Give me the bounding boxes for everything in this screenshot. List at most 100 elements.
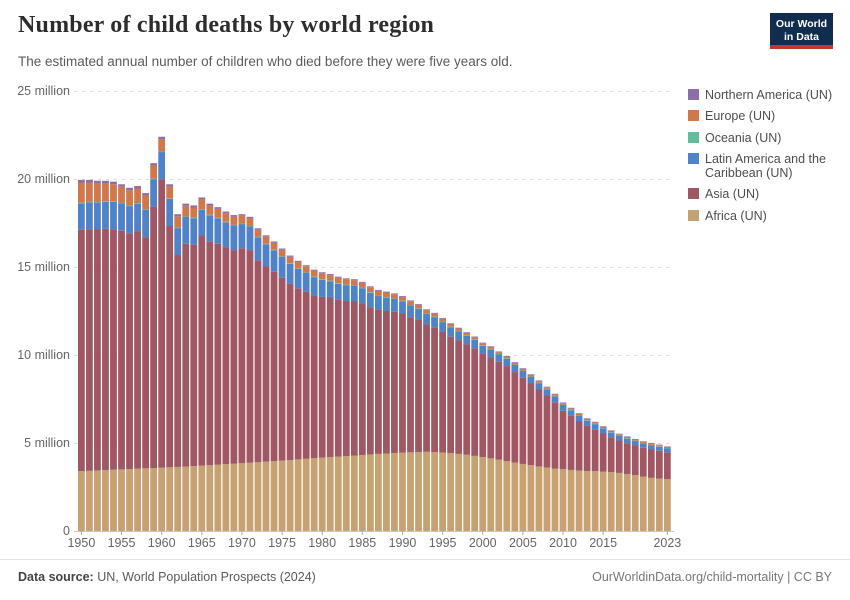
bar-segment[interactable]: 1983 — Asia (UN): 8.81 million <box>342 300 350 457</box>
bar-segment[interactable]: 1951 — Latin America and the Caribbean (… <box>86 202 93 230</box>
bar-segment[interactable]: 1986 — Northern America (UN): 0.05 milli… <box>366 286 374 288</box>
bar-segment[interactable]: 2016 — Europe (UN): 0.07 million <box>607 430 615 433</box>
bar-segment[interactable]: 1968 — Latin America and the Caribbean (… <box>222 222 230 248</box>
bar-segment[interactable]: 2003 — Northern America (UN): 0.038 mill… <box>503 355 511 357</box>
bar-segment[interactable]: 1987 — Oceania (UN): 0.03 million <box>375 295 382 297</box>
bar-segment[interactable]: 1965 — Latin America and the Caribbean (… <box>198 209 206 237</box>
bar-segment[interactable]: 2005 — Asia (UN): 4.9 million <box>519 377 527 464</box>
bar-segment[interactable]: 1973 — Asia (UN): 11.09 million <box>262 266 270 462</box>
credit-link[interactable]: OurWorldinData.org/child-mortality <box>592 570 784 584</box>
bar-segment[interactable]: 1981 — Africa (UN): 4.2 million <box>326 457 334 531</box>
bar-segment[interactable]: 1954 — Europe (UN): 0.97 million <box>110 184 117 202</box>
bar-segment[interactable]: 1956 — Oceania (UN): 0.03 million <box>126 205 133 207</box>
bar-segment[interactable]: 2011 — Latin America and the Caribbean (… <box>567 410 575 416</box>
bar-segment[interactable]: 1960 — Asia (UN): 16.38 million <box>158 179 166 468</box>
bar-segment[interactable]: 1974 — Asia (UN): 10.76 million <box>270 271 278 462</box>
bar-segment[interactable]: 1999 — Africa (UN): 4.27 million <box>471 455 479 531</box>
bar-segment[interactable]: 1985 — Africa (UN): 4.32 million <box>358 454 366 531</box>
bar-segment[interactable]: 2013 — Asia (UN): 2.56 million <box>583 425 591 471</box>
bar-segment[interactable]: 1981 — Latin America and the Caribbean (… <box>326 281 334 298</box>
bar-segment[interactable]: 1978 — Africa (UN): 4.1 million <box>302 458 310 531</box>
bar-segment[interactable]: 1989 — Oceania (UN): 0.03 million <box>391 298 398 300</box>
bar-segment[interactable]: 1994 — Asia (UN): 7.09 million <box>431 327 438 453</box>
bar-segment[interactable]: 1954 — Oceania (UN): 0.03 million <box>110 201 117 202</box>
bar-segment[interactable]: 1978 — Northern America (UN): 0.06 milli… <box>302 265 310 267</box>
bar-segment[interactable]: 1999 — Oceania (UN): 0.03 million <box>471 339 479 340</box>
bar-segment[interactable]: 1961 — Asia (UN): 13.71 million <box>166 225 174 468</box>
bar-segment[interactable]: 1958 — Europe (UN): 0.79 million <box>142 195 149 210</box>
bar-segment[interactable]: 1958 — Latin America and the Caribbean (… <box>142 209 149 238</box>
bar-segment[interactable]: 1956 — Northern America (UN): 0.14 milli… <box>126 187 133 191</box>
bar-segment[interactable]: 1955 — Latin America and the Caribbean (… <box>118 203 125 231</box>
bar-segment[interactable]: 2020 — Africa (UN): 3.09 million <box>639 476 647 531</box>
bar-segment[interactable]: 1992 — Africa (UN): 4.49 million <box>415 451 422 531</box>
bar-segment[interactable]: 2002 — Northern America (UN): 0.038 mill… <box>495 351 503 353</box>
bar-segment[interactable]: 1958 — Africa (UN): 3.56 million <box>142 468 149 531</box>
bar-segment[interactable]: 1980 — Latin America and the Caribbean (… <box>318 279 326 297</box>
bar-segment[interactable]: 1984 — Africa (UN): 4.29 million <box>350 455 358 532</box>
bar-segment[interactable]: 1957 — Northern America (UN): 0.14 milli… <box>134 186 141 189</box>
bar-segment[interactable]: 1988 — Asia (UN): 8.1 million <box>383 311 390 454</box>
legend-item[interactable]: Northern America (UN) <box>688 88 844 102</box>
bar-segment[interactable]: 1991 — Oceania (UN): 0.03 million <box>407 305 414 306</box>
bar-segment[interactable]: 1950 — Europe (UN): 1.15 million <box>78 182 85 203</box>
bar-segment[interactable]: 1974 — Africa (UN): 3.97 million <box>270 461 278 531</box>
bar-segment[interactable]: 2017 — Asia (UN): 1.84 million <box>615 440 623 473</box>
bar-segment[interactable]: 1998 — Africa (UN): 4.33 million <box>463 454 471 531</box>
owid-logo[interactable]: Our World in Data <box>770 13 833 49</box>
bar-segment[interactable]: 1963 — Northern America (UN): 0.12 milli… <box>182 203 190 206</box>
bar-segment[interactable]: 1984 — Latin America and the Caribbean (… <box>350 286 358 302</box>
bar-segment[interactable]: 2015 — Africa (UN): 3.38 million <box>599 471 607 531</box>
bar-segment[interactable]: 1972 — Oceania (UN): 0.03 million <box>254 236 262 238</box>
bar-segment[interactable]: 1960 — Northern America (UN): 0.13 milli… <box>158 136 166 140</box>
bar-segment[interactable]: 1976 — Latin America and the Caribbean (… <box>286 263 294 284</box>
bar-segment[interactable]: 1997 — Africa (UN): 4.38 million <box>455 453 463 531</box>
bar-segment[interactable]: 2000 — Northern America (UN): 0.04 milli… <box>479 342 487 344</box>
bar-segment[interactable]: 1984 — Northern America (UN): 0.055 mill… <box>350 279 358 281</box>
bar-segment[interactable]: 1972 — Latin America and the Caribbean (… <box>254 237 262 261</box>
bar-segment[interactable]: 1996 — Oceania (UN): 0.03 million <box>447 326 455 328</box>
bar-segment[interactable]: 1985 — Oceania (UN): 0.03 million <box>358 287 366 289</box>
bar-segment[interactable]: 2018 — Latin America and the Caribbean (… <box>623 438 631 444</box>
bar-segment[interactable]: 1967 — Asia (UN): 12.55 million <box>214 243 222 465</box>
bar-segment[interactable]: 1981 — Europe (UN): 0.32 million <box>326 275 334 281</box>
bar-segment[interactable]: 1956 — Asia (UN): 13.39 million <box>126 233 133 470</box>
bar-segment[interactable]: 1991 — Northern America (UN): 0.05 milli… <box>407 300 414 302</box>
bar-segment[interactable]: 2008 — Northern America (UN): 0.036 mill… <box>543 386 551 388</box>
bar-segment[interactable]: 2012 — Africa (UN): 3.43 million <box>575 470 583 531</box>
bar-segment[interactable]: 1992 — Oceania (UN): 0.03 million <box>415 308 422 309</box>
bar-segment[interactable]: 1958 — Oceania (UN): 0.03 million <box>142 209 149 210</box>
bar-segment[interactable]: 1976 — Oceania (UN): 0.03 million <box>286 263 294 264</box>
bar-segment[interactable]: 1956 — Africa (UN): 3.52 million <box>126 469 133 531</box>
bar-segment[interactable]: 2015 — Northern America (UN): 0.033 mill… <box>599 426 607 427</box>
legend-item[interactable]: Oceania (UN) <box>688 131 844 145</box>
bar-segment[interactable]: 1999 — Europe (UN): 0.12 million <box>471 337 479 340</box>
bar-segment[interactable]: 1982 — Northern America (UN): 0.06 milli… <box>334 276 342 278</box>
bar-segment[interactable]: 1968 — Asia (UN): 12.31 million <box>222 247 230 465</box>
bar-segment[interactable]: 1966 — Europe (UN): 0.52 million <box>206 205 214 215</box>
bar-segment[interactable]: 1970 — Europe (UN): 0.44 million <box>238 215 246 224</box>
bar-segment[interactable]: 1965 — Europe (UN): 0.55 million <box>198 199 206 210</box>
bar-segment[interactable]: 2011 — Europe (UN): 0.08 million <box>567 408 575 410</box>
bar-segment[interactable]: 2014 — Asia (UN): 2.38 million <box>591 429 599 472</box>
bar-segment[interactable]: 2005 — Northern America (UN): 0.038 mill… <box>519 368 527 369</box>
bar-segment[interactable]: 2010 — Latin America and the Caribbean (… <box>559 404 567 411</box>
bar-segment[interactable]: 1967 — Latin America and the Caribbean (… <box>214 218 222 244</box>
bar-segment[interactable]: 2009 — Asia (UN): 3.76 million <box>551 402 559 469</box>
bar-segment[interactable]: 1971 — Northern America (UN): 0.09 milli… <box>246 216 254 219</box>
bar-segment[interactable]: 2011 — Northern America (UN): 0.035 mill… <box>567 407 575 409</box>
bar-segment[interactable]: 1964 — Asia (UN): 12.57 million <box>190 244 198 467</box>
bar-segment[interactable]: 1979 — Northern America (UN): 0.06 milli… <box>310 269 318 271</box>
bar-segment[interactable]: 2011 — Africa (UN): 3.47 million <box>567 469 575 531</box>
bar-segment[interactable]: 2010 — Northern America (UN): 0.035 mill… <box>559 402 567 404</box>
bar-segment[interactable]: 2013 — Latin America and the Caribbean (… <box>583 420 591 426</box>
bar-segment[interactable]: 1996 — Latin America and the Caribbean (… <box>447 327 455 337</box>
bar-segment[interactable]: 2003 — Africa (UN): 3.97 million <box>503 461 511 531</box>
bar-segment[interactable]: 1967 — Northern America (UN): 0.1 millio… <box>214 207 222 209</box>
bar-segment[interactable]: 2005 — Latin America and the Caribbean (… <box>519 371 527 378</box>
bar-segment[interactable]: 2007 — Europe (UN): 0.09 million <box>535 381 543 383</box>
bar-segment[interactable]: 1966 — Asia (UN): 12.72 million <box>206 241 214 466</box>
bar-segment[interactable]: 1963 — Europe (UN): 0.61 million <box>182 205 190 217</box>
bar-segment[interactable]: 1996 — Africa (UN): 4.42 million <box>447 453 455 531</box>
bar-segment[interactable]: 1955 — Northern America (UN): 0.14 milli… <box>118 184 125 187</box>
